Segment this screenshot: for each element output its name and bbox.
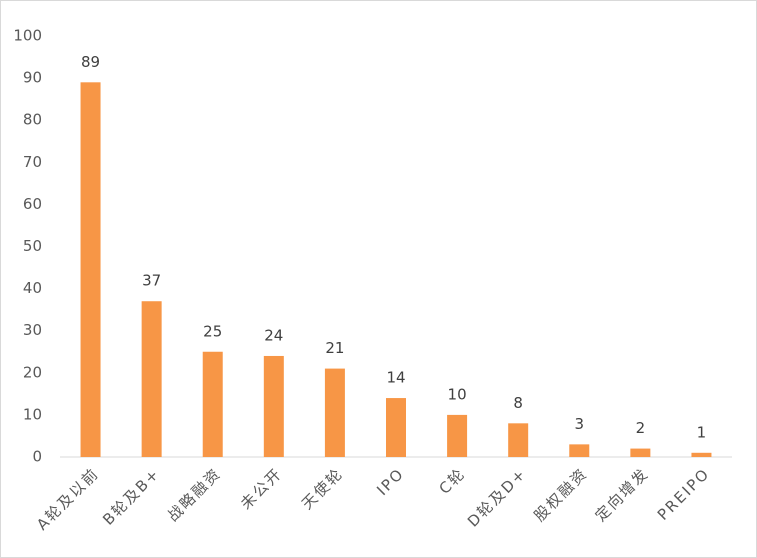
y-tick-label: 0	[32, 448, 42, 466]
bar	[324, 368, 345, 457]
data-label: 89	[81, 53, 100, 71]
y-tick-label: 30	[23, 321, 42, 339]
data-label: 21	[325, 339, 344, 357]
y-tick-label: 70	[23, 153, 42, 171]
data-label: 10	[448, 385, 467, 403]
data-label: 2	[636, 419, 646, 437]
y-tick-label: 80	[23, 111, 42, 129]
data-label: 8	[513, 394, 523, 412]
bar	[691, 452, 712, 457]
y-tick-label: 10	[23, 405, 42, 423]
data-label: 1	[697, 423, 707, 441]
bar	[630, 448, 651, 457]
y-tick-label: 20	[23, 363, 42, 381]
bar	[202, 351, 223, 457]
bar	[569, 444, 590, 457]
y-tick-label: 100	[13, 27, 42, 45]
bar	[141, 301, 162, 457]
data-label: 24	[264, 326, 283, 344]
bar	[263, 355, 284, 457]
data-label: 14	[386, 369, 405, 387]
bar	[80, 82, 101, 457]
y-tick-label: 50	[23, 237, 42, 255]
y-tick-label: 60	[23, 195, 42, 213]
y-tick-label: 40	[23, 279, 42, 297]
y-tick-label: 90	[23, 69, 42, 87]
data-label: 25	[203, 322, 222, 340]
data-label: 37	[142, 272, 161, 290]
bar	[447, 414, 468, 457]
bar	[386, 398, 406, 457]
bar	[508, 423, 529, 457]
data-label: 3	[574, 415, 584, 433]
